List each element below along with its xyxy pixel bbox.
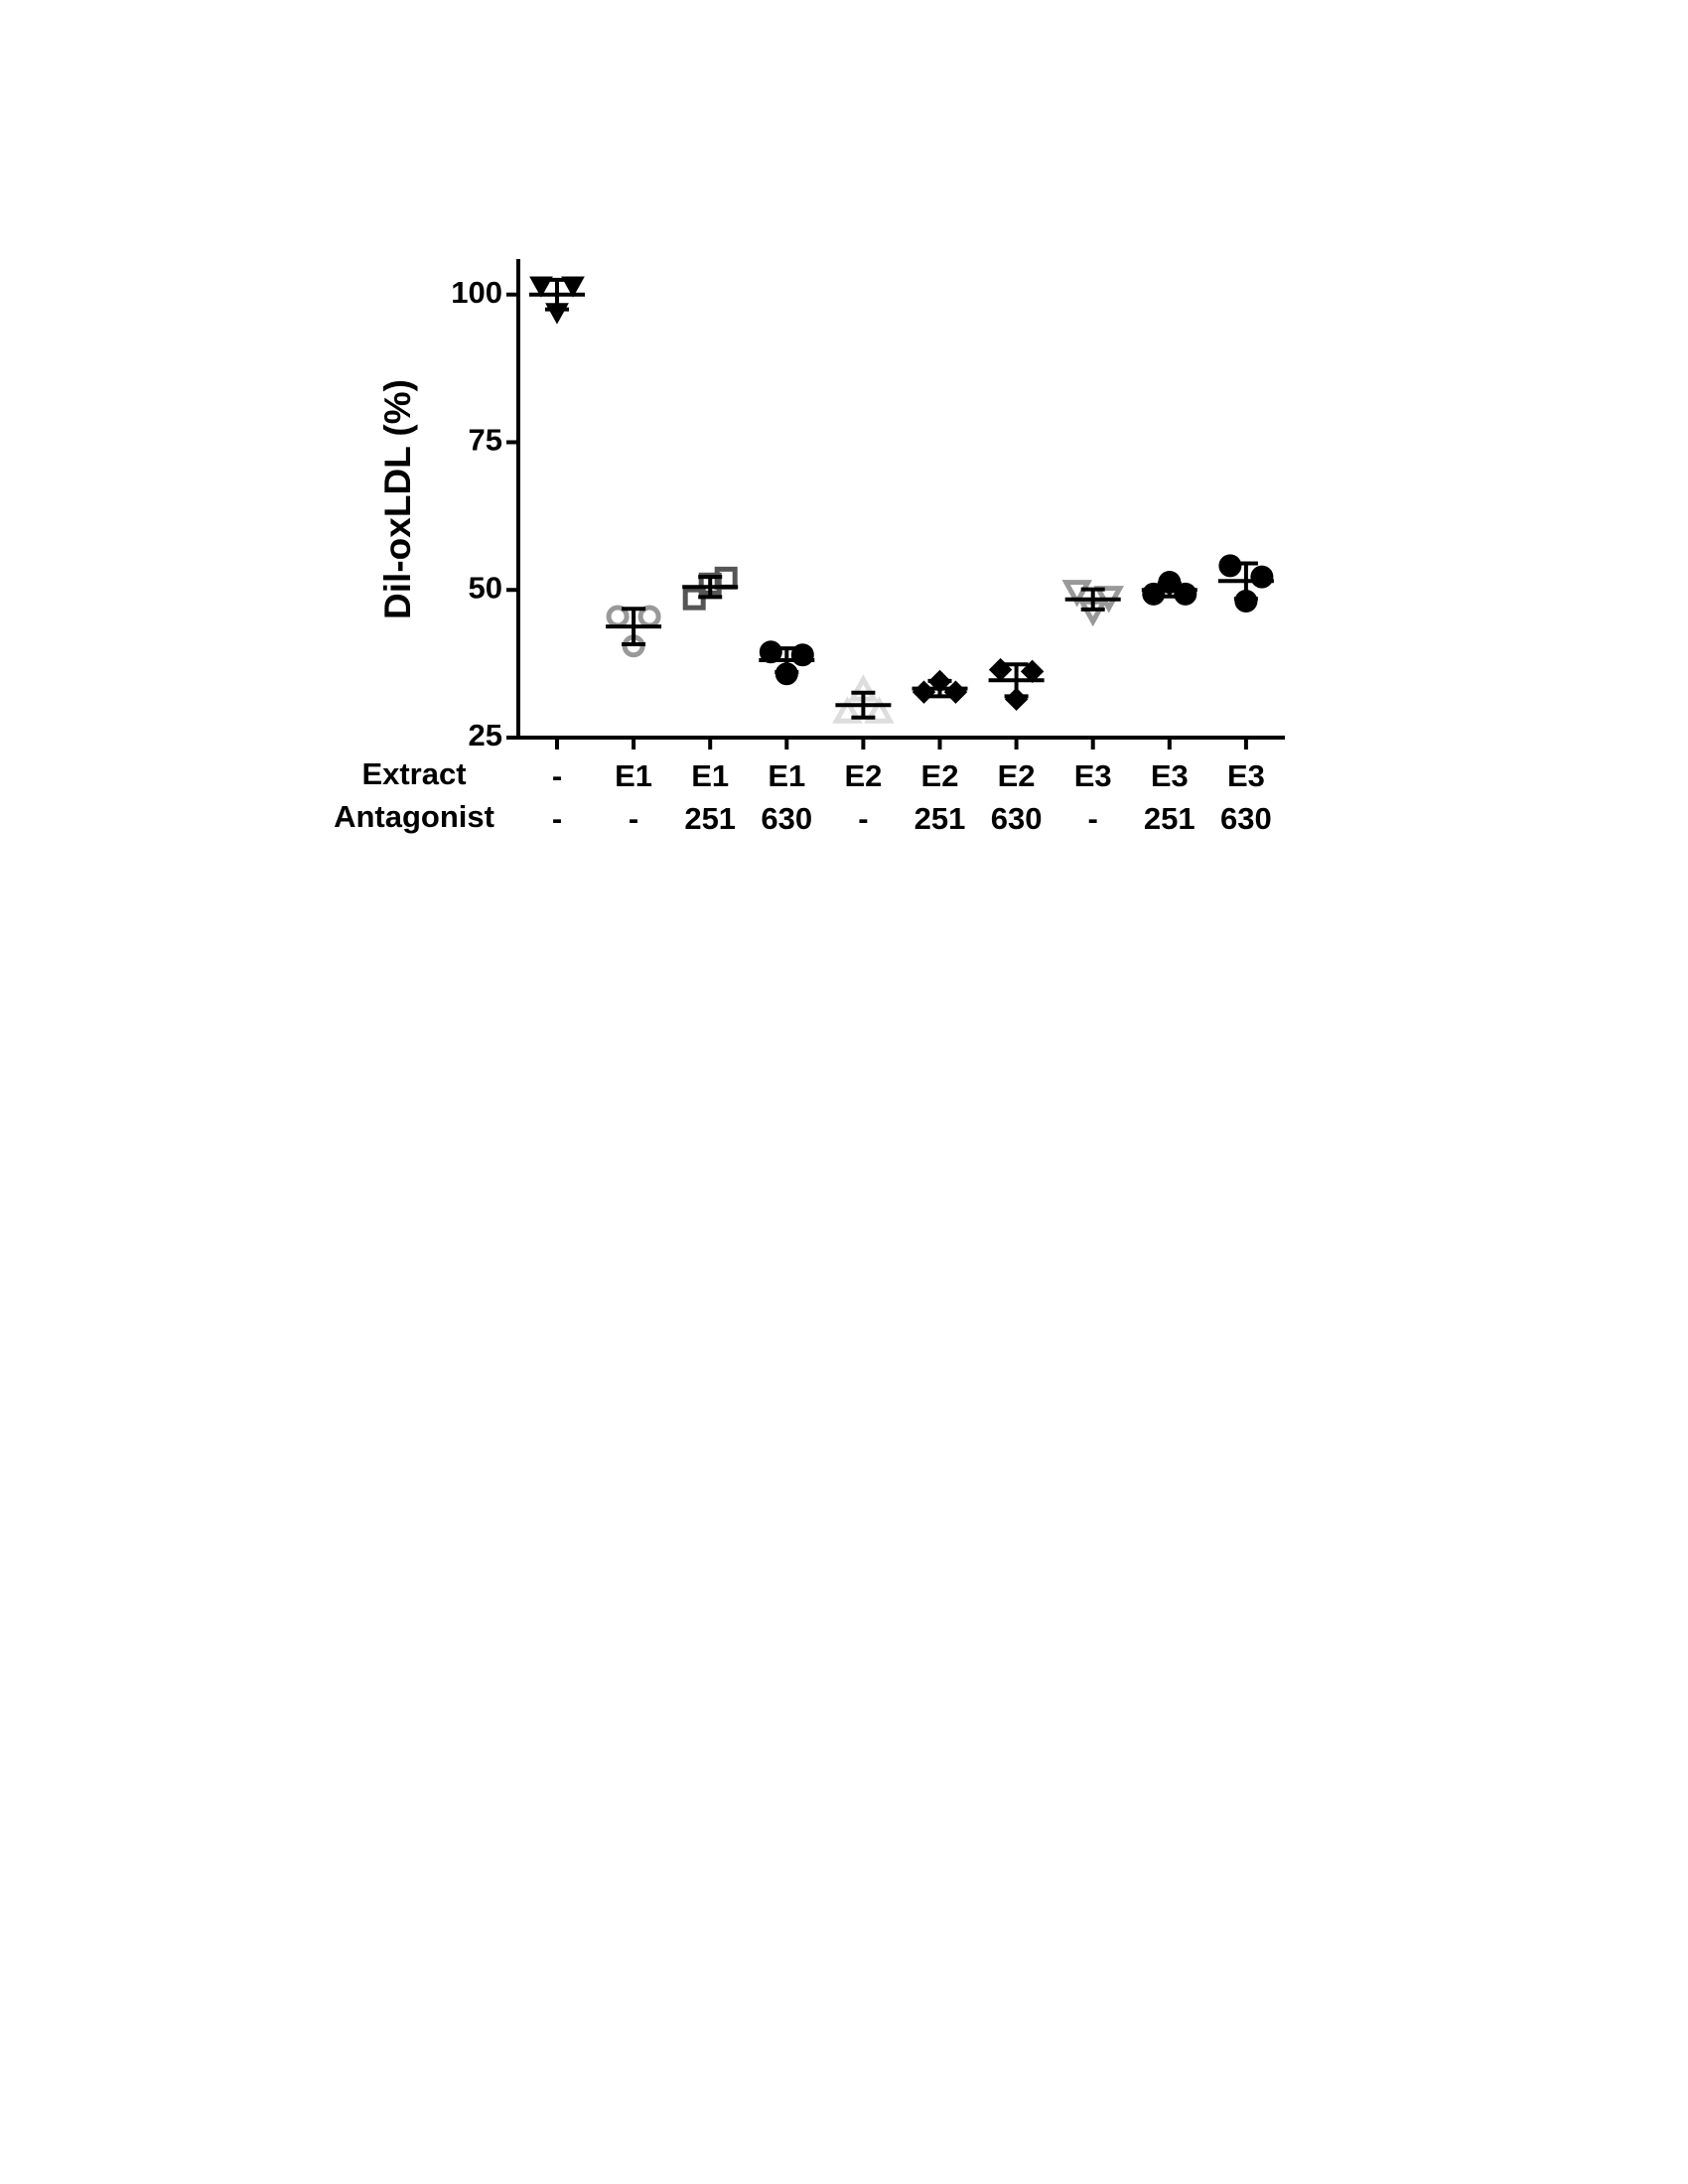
x-tick-label: 630 xyxy=(761,801,812,836)
x-tick-label: E3 xyxy=(1074,758,1112,793)
y-tick-label: 75 xyxy=(469,423,502,458)
x-tick-label: - xyxy=(552,801,562,836)
x-tick-label: E1 xyxy=(768,758,805,793)
data-point xyxy=(1250,565,1274,589)
y-tick-label: 25 xyxy=(469,718,502,752)
row-name: Antagonist xyxy=(334,799,494,834)
x-tick-label: 630 xyxy=(1220,801,1272,836)
x-tick-label: E2 xyxy=(998,758,1036,793)
y-tick-label: 50 xyxy=(469,570,502,605)
x-tick-label: 251 xyxy=(1144,801,1196,836)
data-point xyxy=(864,696,895,724)
x-tick-label: 251 xyxy=(684,801,736,836)
x-tick-label: E2 xyxy=(844,758,882,793)
y-axis-label: Dil-oxLDL (%) xyxy=(377,379,418,619)
data-point xyxy=(832,696,863,724)
x-tick-label: 630 xyxy=(991,801,1043,836)
x-tick-label: E3 xyxy=(1151,758,1189,793)
data-point xyxy=(561,276,585,298)
data-point xyxy=(988,657,1013,682)
x-tick-label: 251 xyxy=(914,801,966,836)
x-tick-label: E1 xyxy=(691,758,729,793)
x-tick-label: E3 xyxy=(1227,758,1265,793)
x-tick-label: - xyxy=(629,801,638,836)
y-tick-label: 100 xyxy=(451,275,502,310)
x-tick-label: E1 xyxy=(615,758,652,793)
data-point xyxy=(529,276,553,298)
x-tick-label: - xyxy=(858,801,868,836)
x-tick-label: E2 xyxy=(921,758,959,793)
row-name: Extract xyxy=(361,756,466,791)
data-point xyxy=(1218,554,1242,578)
x-tick-label: - xyxy=(552,758,562,793)
x-tick-label: - xyxy=(1088,801,1098,836)
data-point xyxy=(1061,580,1092,608)
